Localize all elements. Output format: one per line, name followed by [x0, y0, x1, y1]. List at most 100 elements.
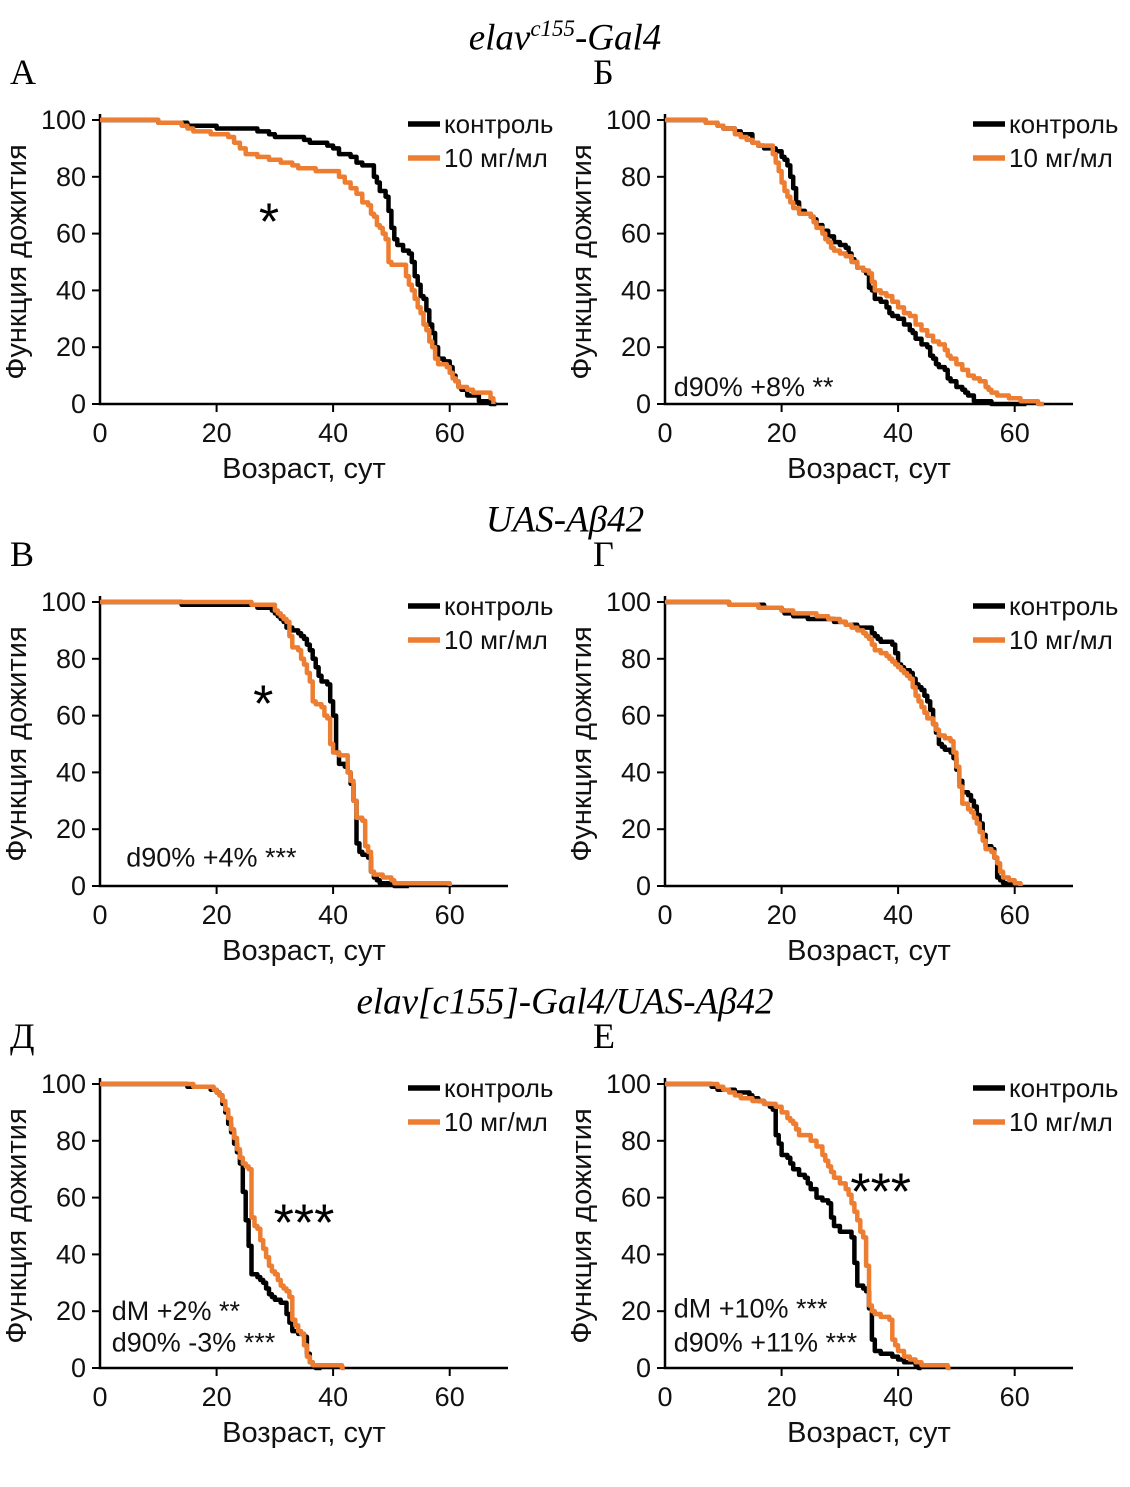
x-axis-label: Возраст, сут	[222, 453, 386, 485]
stat-annotation: d90% -3% ***	[112, 1327, 276, 1357]
y-tick-label: 80	[621, 1126, 651, 1156]
x-axis-label: Возраст, сут	[222, 1417, 386, 1449]
y-tick-label: 100	[41, 1069, 86, 1099]
x-tick-label: 20	[202, 900, 232, 930]
panel-letter-e: Е	[593, 1016, 615, 1056]
x-tick-label: 20	[202, 418, 232, 448]
panel-v: В 0 20 40 60 80 100 0 20 40 60 Возраст, сут Функция…	[0, 534, 565, 970]
y-tick-label: 100	[606, 587, 651, 617]
y-axis-label: Функция дожития	[566, 1108, 598, 1343]
x-tick-label: 0	[92, 1382, 107, 1412]
x-tick-label: 60	[435, 900, 465, 930]
panel-a: А 0 20 40 60 80 100 0 20 40 60 Возраст, сут Функция…	[0, 52, 565, 488]
y-tick-label: 0	[71, 871, 86, 901]
y-tick-label: 0	[636, 871, 651, 901]
x-axis-label: Возраст, сут	[787, 935, 951, 967]
treatment-curve	[100, 1081, 345, 1371]
y-tick-label: 80	[56, 1126, 86, 1156]
legend-label: контроль	[444, 109, 553, 139]
significance-stars: ***	[850, 1163, 911, 1221]
section-elav-gal4: elavc155-Gal4 А 0 20 40 60 80 100 0 20 40 60 Возра…	[0, 6, 1130, 488]
treatment-curve	[665, 1081, 951, 1371]
panel-b: Б 0 20 40 60 80 100 0 20 40 60 Возраст, сут Функция…	[565, 52, 1130, 488]
y-axis-label: Функция дожития	[566, 144, 598, 379]
title-text-sup: c155	[530, 16, 575, 41]
panel-letter-a: А	[10, 52, 36, 92]
x-tick-label: 20	[202, 1382, 232, 1412]
survival-chart-b: 0 20 40 60 80 100 0 20 40 60 Возраст, сут Функция д…	[566, 105, 1118, 485]
x-tick-label: 60	[1000, 1382, 1030, 1412]
row-2: В 0 20 40 60 80 100 0 20 40 60 Возраст, сут Функция…	[0, 534, 1130, 970]
y-tick-label: 20	[56, 814, 86, 844]
x-tick-label: 0	[657, 1382, 672, 1412]
stat-annotation: dM +10% ***	[674, 1293, 828, 1323]
y-tick-label: 20	[56, 332, 86, 362]
title-text-post: -Gal4	[574, 17, 662, 59]
x-tick-label: 40	[883, 900, 913, 930]
panel-letter-b: Б	[593, 52, 614, 92]
y-tick-label: 20	[621, 332, 651, 362]
treatment-curve	[665, 599, 1023, 886]
x-tick-label: 40	[883, 1382, 913, 1412]
y-tick-label: 80	[56, 162, 86, 192]
legend-label: 10 мг/мл	[1009, 625, 1113, 655]
section-title-elav-gal4-uas-ab42: elav[c155]-Gal4/UAS-Aβ42	[0, 970, 1130, 1022]
significance-stars: *	[259, 194, 279, 252]
y-tick-label: 80	[621, 162, 651, 192]
significance-stars: *	[253, 676, 273, 734]
y-tick-label: 100	[41, 105, 86, 135]
y-tick-label: 0	[71, 1353, 86, 1383]
legend-label: 10 мг/мл	[1009, 1107, 1113, 1137]
legend-label: 10 мг/мл	[444, 625, 548, 655]
y-tick-label: 40	[56, 275, 86, 305]
x-tick-label: 0	[92, 900, 107, 930]
section-title-uas-ab42: UAS-Aβ42	[0, 488, 1130, 540]
y-tick-label: 40	[621, 757, 651, 787]
legend-label: контроль	[1009, 109, 1118, 139]
legend-label: контроль	[444, 1073, 553, 1103]
row-3: Д 0 20 40 60 80 100 0 20 40 60 Возраст, сут Функция…	[0, 1016, 1130, 1452]
y-tick-label: 60	[621, 1183, 651, 1213]
x-tick-label: 40	[318, 1382, 348, 1412]
x-tick-label: 40	[318, 900, 348, 930]
y-tick-label: 80	[621, 644, 651, 674]
title-text-pre: UAS-Aβ42	[485, 499, 645, 541]
survival-chart-g: 0 20 40 60 80 100 0 20 40 60 Возраст, сут Функция д…	[566, 587, 1118, 967]
x-tick-label: 60	[435, 1382, 465, 1412]
row-1: А 0 20 40 60 80 100 0 20 40 60 Возраст, сут Функция…	[0, 52, 1130, 488]
x-tick-label: 0	[657, 418, 672, 448]
y-tick-label: 60	[56, 701, 86, 731]
x-tick-label: 60	[435, 418, 465, 448]
legend-label: контроль	[1009, 591, 1118, 621]
y-tick-label: 40	[621, 275, 651, 305]
survival-chart-v: 0 20 40 60 80 100 0 20 40 60 Возраст, сут Функция д…	[1, 587, 553, 967]
x-tick-label: 40	[318, 418, 348, 448]
panel-letter-g: Г	[593, 534, 614, 574]
panel-d: Д 0 20 40 60 80 100 0 20 40 60 Возраст, сут Функция…	[0, 1016, 565, 1452]
y-tick-label: 20	[621, 1296, 651, 1326]
panel-e: Е 0 20 40 60 80 100 0 20 40 60 Возраст, сут Функция…	[565, 1016, 1130, 1452]
legend-label: 10 мг/мл	[444, 1107, 548, 1137]
y-tick-label: 0	[71, 389, 86, 419]
stat-annotation: d90% +11% ***	[674, 1327, 858, 1357]
section-uas-ab42: UAS-Aβ42 В 0 20 40 60 80 100 0 20 40 60 Возраст, с…	[0, 488, 1130, 970]
panel-g: Г 0 20 40 60 80 100 0 20 40 60 Возраст, сут Функция…	[565, 534, 1130, 970]
legend-label: 10 мг/мл	[1009, 143, 1113, 173]
title-text-pre: elav	[468, 17, 531, 59]
x-tick-label: 60	[1000, 900, 1030, 930]
x-tick-label: 60	[1000, 418, 1030, 448]
y-tick-label: 60	[621, 219, 651, 249]
y-tick-label: 80	[56, 644, 86, 674]
legend-label: контроль	[1009, 1073, 1118, 1103]
survival-chart-d: 0 20 40 60 80 100 0 20 40 60 Возраст, сут Функция д…	[1, 1069, 553, 1449]
control-curve	[665, 117, 1027, 407]
y-tick-label: 20	[621, 814, 651, 844]
x-tick-label: 0	[92, 418, 107, 448]
survival-chart-a: 0 20 40 60 80 100 0 20 40 60 Возраст, сут Функция д…	[1, 105, 553, 485]
x-tick-label: 20	[767, 900, 797, 930]
y-axis-label: Функция дожития	[566, 626, 598, 861]
control-curve	[665, 1081, 922, 1371]
y-tick-label: 60	[621, 701, 651, 731]
panel-letter-v: В	[10, 534, 35, 574]
legend-label: 10 мг/мл	[444, 143, 548, 173]
